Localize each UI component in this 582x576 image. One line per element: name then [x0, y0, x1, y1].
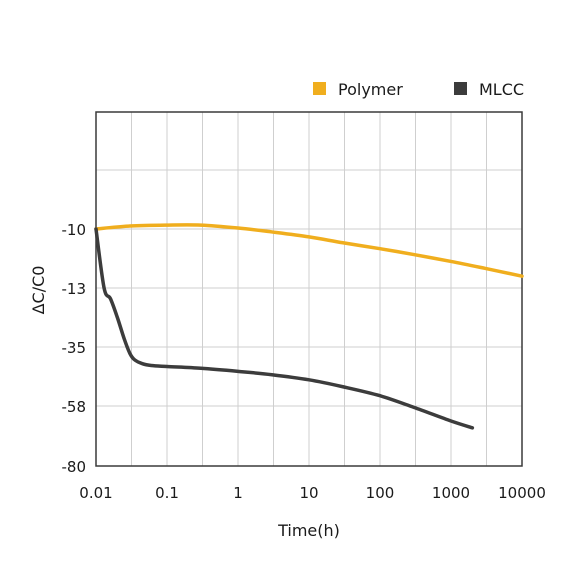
x-tick-label: 0.01: [79, 484, 112, 502]
x-tick-label: 10: [299, 484, 318, 502]
y-tick-label: -58: [62, 398, 87, 416]
series-layer: [94, 223, 524, 430]
plot-frame: [95, 111, 523, 467]
y-tick-label: -10: [62, 221, 87, 239]
y-tick-label: -80: [62, 458, 87, 476]
grid: [96, 112, 522, 466]
legend-swatch-polymer: [313, 82, 326, 95]
legend-label-polymer: Polymer: [338, 80, 403, 99]
legend: Polymer MLCC: [313, 80, 524, 99]
y-tick-label: -35: [62, 339, 87, 357]
x-tick-labels: 0.01 0.1 1 10 100 1000 10000: [79, 484, 546, 502]
x-tick-label: 10000: [498, 484, 546, 502]
series-line-mlcc: [94, 227, 475, 430]
legend-swatch-mlcc: [454, 82, 467, 95]
series-line-polymer: [94, 223, 524, 278]
y-axis-title: ΔC/C0: [29, 266, 48, 315]
y-tick-labels: -10 -13 -35 -58 -80: [62, 221, 87, 476]
x-tick-label: 1000: [432, 484, 470, 502]
x-axis-title: Time(h): [277, 521, 340, 540]
x-tick-label: 100: [366, 484, 395, 502]
x-tick-label: 0.1: [155, 484, 179, 502]
x-tick-label: 1: [233, 484, 243, 502]
y-tick-label: -13: [62, 280, 87, 298]
legend-label-mlcc: MLCC: [479, 80, 524, 99]
